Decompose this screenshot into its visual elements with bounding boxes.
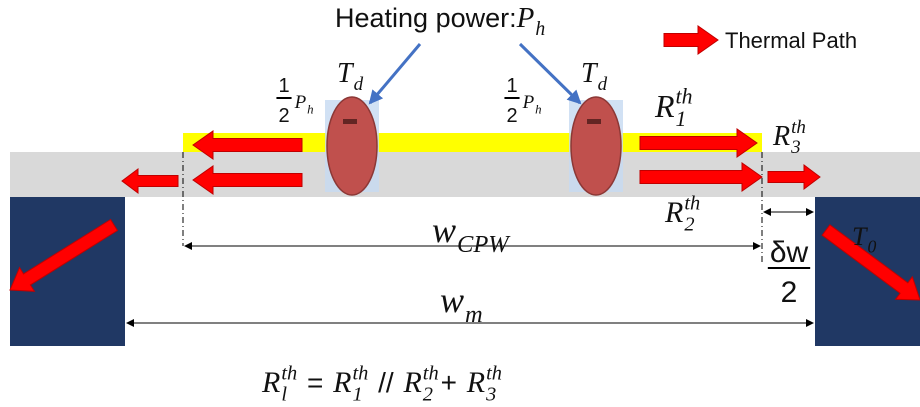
formula-operator: + [441, 367, 465, 398]
denominator: 2 [506, 105, 517, 127]
superscript: th [676, 85, 693, 109]
superscript: th [281, 362, 297, 384]
heater [326, 96, 378, 196]
superscript: th [486, 362, 502, 384]
denominator: 2 [278, 105, 289, 127]
math-symbol: R [402, 366, 421, 399]
math-symbol: w [432, 210, 456, 250]
math-symbol: R [654, 88, 675, 124]
subscript: 0 [867, 236, 876, 256]
thermal-arrow [192, 130, 303, 160]
thermal-arrow [639, 128, 758, 158]
subscript: d [598, 74, 608, 95]
subscript: 3 [790, 137, 801, 158]
heating-label: Heating power: [335, 3, 517, 33]
superscript: th [423, 362, 439, 384]
subscript: 2 [684, 213, 694, 235]
superscript: th [352, 362, 368, 384]
heater-mark [587, 119, 601, 124]
math-symbol: R [466, 366, 485, 399]
subscript: d [354, 74, 364, 95]
formula-operator: // [370, 367, 401, 398]
subscript: 2 [423, 383, 433, 405]
subscript: 1 [352, 383, 362, 405]
pointer-arrow [368, 43, 422, 105]
subscript: h [535, 101, 541, 116]
numerator: δw [770, 236, 809, 269]
formula-operator: = [299, 367, 331, 398]
thermal-arrow [821, 224, 920, 301]
right-metal [815, 197, 920, 346]
superscript: th [684, 192, 700, 214]
thermal-arrow [767, 164, 821, 190]
heater-mark [343, 119, 357, 124]
denominator: 2 [781, 276, 798, 309]
thermal-arrow [9, 218, 119, 292]
subscript: 3 [485, 383, 496, 405]
math-symbol: P [516, 2, 535, 34]
math-symbol: R [664, 196, 683, 229]
legend-label: Thermal Path [725, 28, 857, 53]
math-symbol: P [522, 92, 535, 113]
subscript: m [465, 301, 483, 328]
thermal-arrow [639, 162, 763, 192]
subscript: CPW [457, 231, 511, 258]
heater [570, 96, 622, 196]
math-symbol: T [852, 222, 868, 251]
math-symbol: T [337, 58, 355, 89]
superscript: th [791, 117, 806, 138]
pointer-arrow [518, 42, 582, 105]
math-symbol: R [332, 366, 351, 399]
math-symbol: R [261, 366, 280, 399]
math-symbol: P [294, 92, 307, 113]
thermal-arrow [663, 25, 719, 55]
numerator: 1 [278, 75, 289, 97]
thermal-arrow [192, 165, 303, 195]
subscript: l [281, 383, 287, 405]
numerator: 1 [506, 75, 517, 97]
subscript: 1 [676, 107, 687, 131]
thermal-arrow [121, 168, 179, 194]
subscript: h [535, 18, 545, 40]
subscript: h [307, 101, 313, 116]
math-symbol: T [581, 58, 599, 89]
math-symbol: w [440, 280, 464, 320]
math-symbol: R [772, 121, 790, 152]
